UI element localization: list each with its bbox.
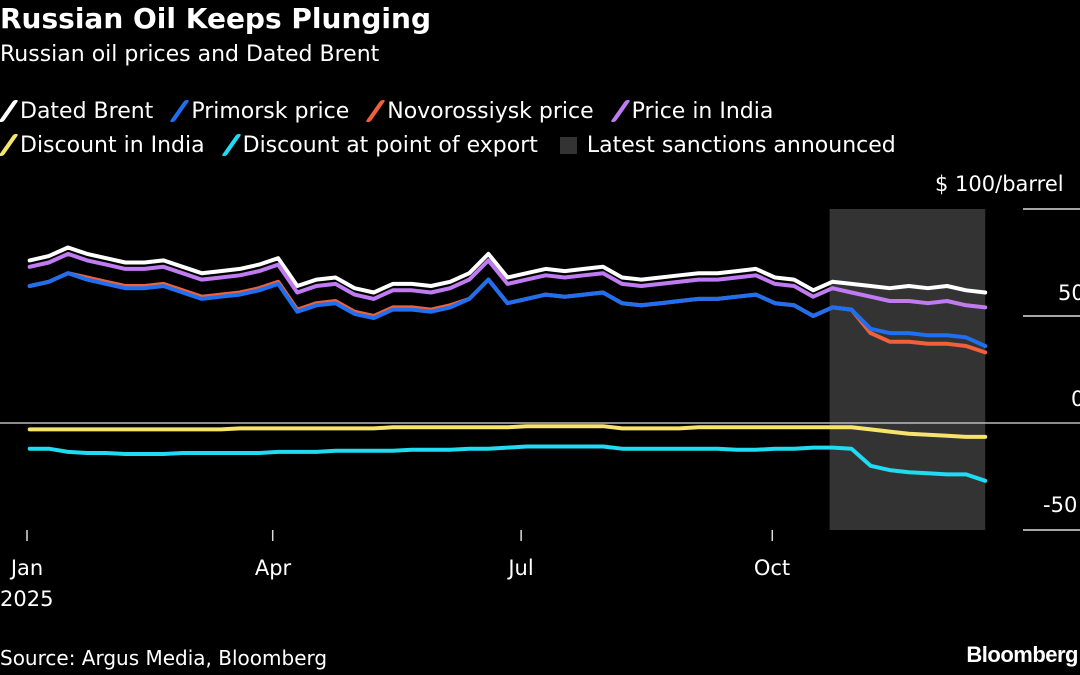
x-tick-label: Jan [9, 556, 43, 580]
chart-title: Russian Oil Keeps Plunging [0, 2, 431, 35]
legend-label: Discount at point of export [242, 132, 538, 158]
chart-subtitle: Russian oil prices and Dated Brent [0, 42, 380, 67]
x-year-label: 2025 [0, 587, 53, 611]
legend-row: Discount in India Discount at point of e… [0, 128, 1080, 162]
legend-item-sanctions: Latest sanctions announced [556, 133, 896, 158]
legend-item-primorsk: Primorsk price [169, 98, 350, 124]
series-line-price-in-india [27, 251, 988, 310]
x-tick-label: Oct [754, 556, 790, 580]
y-tick-label: $ 100/barrel [935, 172, 1064, 196]
series-line-discount-at-point-of-export [27, 444, 988, 483]
series-line-discount-in-india [27, 424, 988, 439]
legend-label: Latest sanctions announced [586, 132, 896, 158]
y-tick-label: 50 [1058, 281, 1080, 305]
legend-label: Discount in India [20, 132, 205, 158]
legend-item-price-india: Price in India [609, 98, 774, 124]
sanctions-shaded-region [829, 209, 986, 530]
x-tick-label: Jul [506, 556, 533, 580]
x-tick-label: Apr [255, 556, 292, 580]
legend-label: Primorsk price [191, 98, 350, 124]
legend-item-discount-export: Discount at point of export [220, 132, 538, 158]
legend: Dated Brent Primorsk price Novorossiysk … [0, 94, 1080, 162]
legend-item-novorossiysk: Novorossiysk price [365, 98, 594, 124]
legend-item-discount-india: Discount in India [0, 133, 205, 158]
legend-label: Price in India [631, 98, 774, 124]
legend-label: Novorossiysk price [387, 98, 594, 124]
y-tick-label: -50 [1043, 493, 1077, 517]
legend-row: Dated Brent Primorsk price Novorossiysk … [0, 94, 1080, 128]
y-tick-label: 0 [1071, 387, 1080, 411]
source-note: Source: Argus Media, Bloomberg [0, 646, 328, 670]
bloomberg-logo: Bloomberg [966, 642, 1078, 667]
series-line-primorsk-price [27, 271, 988, 348]
legend-marker-box [559, 136, 577, 154]
series-line-dated-brent [27, 245, 988, 295]
legend-item-dated-brent: Dated Brent [0, 99, 153, 124]
legend-label: Dated Brent [20, 98, 154, 124]
